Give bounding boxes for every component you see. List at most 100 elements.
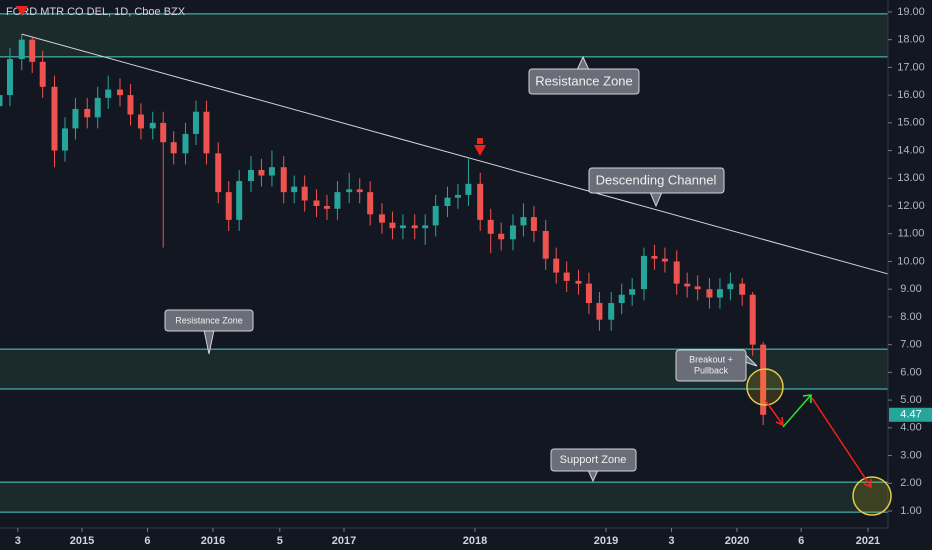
x-tick-label: 6 bbox=[144, 535, 150, 547]
x-tick-label: 2018 bbox=[463, 535, 487, 547]
y-tick-label: 12.00 bbox=[897, 200, 925, 212]
y-tick-label: 15.00 bbox=[897, 117, 925, 129]
x-tick-label: 2021 bbox=[856, 535, 880, 547]
candle-body bbox=[530, 217, 537, 231]
candle-body bbox=[280, 167, 287, 193]
candle-body bbox=[84, 108, 91, 118]
x-tick-label: 2017 bbox=[332, 535, 356, 547]
chart-title: FORD MTR CO DEL, 1D, Cboe BZX bbox=[6, 6, 186, 18]
y-tick-label: 2.00 bbox=[900, 477, 921, 489]
callout-text: Breakout + bbox=[689, 354, 733, 364]
x-tick-label: 2020 bbox=[725, 535, 749, 547]
candle-body bbox=[116, 89, 123, 96]
candle-body bbox=[94, 97, 101, 118]
y-tick-label: 6.00 bbox=[900, 366, 921, 378]
candle-body bbox=[585, 283, 592, 304]
x-tick-label: 5 bbox=[277, 535, 283, 547]
candle-body bbox=[192, 111, 199, 134]
candle-body bbox=[411, 225, 418, 229]
callout-text: Descending Channel bbox=[596, 172, 717, 187]
candle-body bbox=[661, 258, 668, 262]
candle-body bbox=[454, 194, 461, 198]
candle-body bbox=[432, 206, 439, 226]
candle-body bbox=[225, 192, 232, 220]
callout-text: Pullback bbox=[694, 365, 729, 375]
callout-box bbox=[164, 309, 254, 332]
candle-body bbox=[651, 255, 658, 259]
arrow-up bbox=[782, 394, 812, 428]
candle-body bbox=[29, 39, 36, 62]
y-tick-label: 18.00 bbox=[897, 34, 925, 46]
candle-body bbox=[553, 258, 560, 273]
candle-body bbox=[313, 200, 320, 207]
last-price-box bbox=[889, 407, 932, 422]
candle-body bbox=[323, 206, 330, 209]
callout: Resistance Zone bbox=[164, 309, 254, 355]
candle-body bbox=[487, 219, 494, 234]
candle-body bbox=[105, 89, 112, 98]
callout: Breakout + Pullback bbox=[675, 349, 758, 382]
candle-body bbox=[498, 233, 505, 240]
candle-body bbox=[684, 283, 691, 287]
callout-text: Resistance Zone bbox=[175, 315, 243, 325]
candle-body bbox=[182, 133, 189, 154]
zone bbox=[0, 13, 888, 57]
highlight-circle bbox=[746, 368, 784, 406]
candle-body bbox=[236, 181, 243, 220]
candle-body bbox=[334, 192, 341, 209]
y-tick-label: 9.00 bbox=[900, 283, 921, 295]
y-tick-label: 16.00 bbox=[897, 89, 925, 101]
candle-body bbox=[716, 289, 723, 298]
callout: Support Zone bbox=[550, 448, 637, 483]
y-tick-label: 17.00 bbox=[897, 61, 925, 73]
y-tick-label: 10.00 bbox=[897, 255, 925, 267]
y-tick-label: 8.00 bbox=[900, 311, 921, 323]
candle-body bbox=[694, 286, 701, 290]
candle-body bbox=[739, 283, 746, 295]
candle-body bbox=[444, 197, 451, 207]
callout-box bbox=[588, 167, 725, 194]
axes: 1.00 2.00 3.00 4.00 5.00 6.00 7.00 8.00 9.00 10.0… bbox=[15, 6, 925, 547]
arrow-marker bbox=[16, 6, 28, 16]
zones bbox=[0, 13, 888, 513]
candle-body bbox=[160, 122, 167, 143]
candle-body bbox=[749, 294, 756, 345]
trendline bbox=[21, 33, 889, 275]
candle-body bbox=[301, 186, 308, 201]
candle-body bbox=[346, 189, 353, 193]
projection-arrows bbox=[764, 394, 872, 489]
candle-body bbox=[215, 153, 222, 193]
candle-body bbox=[356, 189, 363, 193]
candle-body bbox=[596, 303, 603, 320]
candle-body bbox=[629, 289, 636, 295]
candle-body bbox=[509, 225, 516, 240]
candle-body bbox=[673, 261, 680, 284]
candle-body bbox=[399, 225, 406, 229]
candle-body bbox=[127, 95, 134, 115]
last-price: 4.47 bbox=[889, 407, 932, 422]
candle-body bbox=[72, 108, 79, 129]
candle-body bbox=[367, 192, 374, 215]
candle-body bbox=[520, 217, 527, 226]
x-tick-label: 3 bbox=[668, 535, 674, 547]
candle-body bbox=[170, 142, 177, 154]
y-tick-label: 3.00 bbox=[900, 449, 921, 461]
y-tick-label: 11.00 bbox=[898, 228, 925, 240]
callout-box bbox=[675, 349, 747, 382]
callout-box bbox=[528, 68, 640, 95]
candle-body bbox=[18, 39, 25, 60]
y-tick-label: 13.00 bbox=[897, 172, 925, 184]
y-tick-label: 4.00 bbox=[900, 422, 921, 434]
candle-body bbox=[39, 61, 46, 87]
candle-body bbox=[291, 186, 298, 193]
arrow-marker bbox=[474, 138, 486, 156]
candle-body bbox=[247, 169, 254, 182]
candle-body bbox=[542, 230, 549, 259]
candle-body bbox=[575, 280, 582, 284]
candles bbox=[0, 34, 767, 426]
candle-body bbox=[149, 122, 156, 129]
candle-body bbox=[477, 183, 484, 220]
callout-text: Support Zone bbox=[560, 454, 627, 466]
